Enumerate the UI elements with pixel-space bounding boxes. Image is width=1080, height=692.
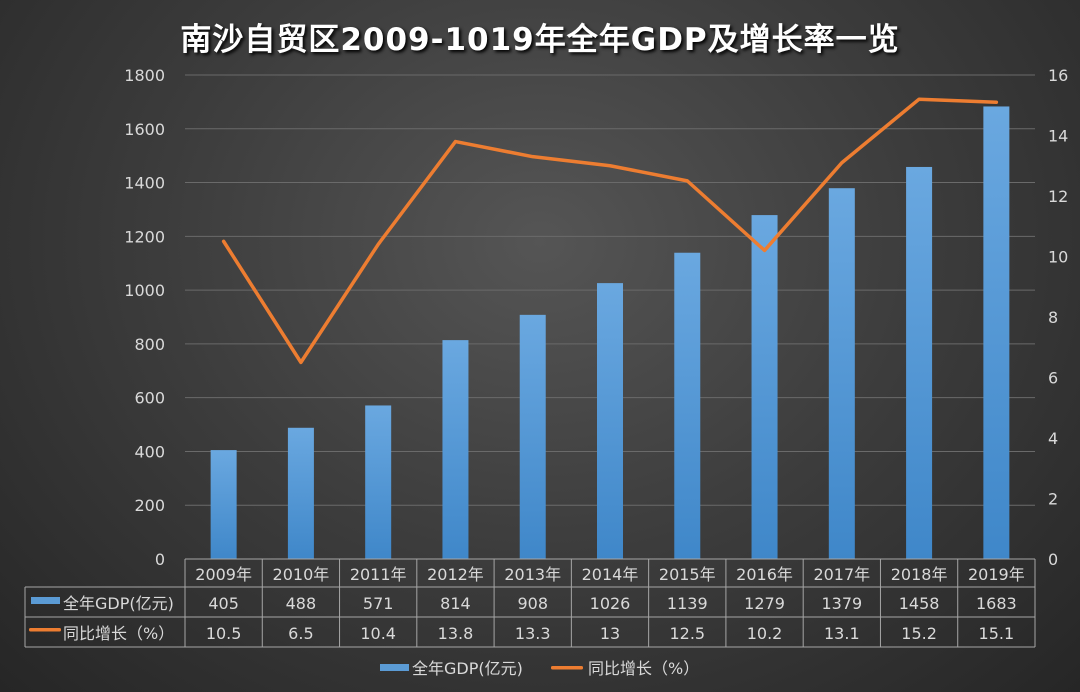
table-cell-gdp: 1139 <box>667 594 708 613</box>
table-row-label-gdp: 全年GDP(亿元) <box>63 594 174 613</box>
table-cell-growth: 13.8 <box>438 624 474 643</box>
table-legend-key-gdp <box>31 597 60 604</box>
x-axis-category-label: 2011年 <box>350 565 407 584</box>
table-cell-growth: 15.2 <box>901 624 937 643</box>
bar <box>983 106 1010 560</box>
left-axis-tick-label: 1800 <box>124 66 165 85</box>
bar <box>751 215 778 559</box>
table-legend-key-growth <box>29 628 61 632</box>
left-axis-tick-label: 400 <box>134 442 165 461</box>
left-axis-tick-label: 1600 <box>124 120 165 139</box>
bar <box>210 450 237 559</box>
legend-key-growth <box>551 666 583 670</box>
table-cell-gdp: 571 <box>363 594 394 613</box>
right-axis-tick-label: 12 <box>1048 187 1068 206</box>
table-cell-gdp: 1458 <box>899 594 940 613</box>
table-cell-growth: 12.5 <box>669 624 705 643</box>
bar <box>906 166 933 559</box>
right-axis-tick-label: 4 <box>1048 429 1058 448</box>
bar <box>442 340 469 559</box>
chart-title: 南沙自贸区2009-1019年全年GDP及增长率一览 <box>180 22 900 58</box>
legend-label-growth: 同比增长（%） <box>588 659 699 678</box>
right-axis-tick-label: 16 <box>1048 66 1068 85</box>
left-axis-tick-label: 200 <box>134 496 165 515</box>
x-axis-category-label: 2018年 <box>891 565 948 584</box>
table-cell-growth: 13 <box>600 624 620 643</box>
table-cell-growth: 10.5 <box>206 624 242 643</box>
table-cell-gdp: 1379 <box>821 594 862 613</box>
table-cell-growth: 13.3 <box>515 624 551 643</box>
bar <box>828 188 855 560</box>
right-axis-tick-label: 10 <box>1048 248 1068 267</box>
table-cell-gdp: 1279 <box>744 594 785 613</box>
x-axis-category-label: 2015年 <box>659 565 716 584</box>
table-cell-gdp: 405 <box>208 594 239 613</box>
right-axis-tick-label: 0 <box>1048 550 1058 569</box>
table-cell-growth: 10.2 <box>747 624 783 643</box>
table-cell-gdp: 1026 <box>590 594 631 613</box>
legend-key-gdp <box>380 664 409 671</box>
left-axis-tick-label: 800 <box>134 335 165 354</box>
left-axis-tick-label: 600 <box>134 389 165 408</box>
table-cell-gdp: 908 <box>517 594 548 613</box>
bar <box>287 427 314 559</box>
table-cell-gdp: 488 <box>286 594 317 613</box>
x-axis-category-label: 2010年 <box>273 565 330 584</box>
legend-label-gdp: 全年GDP(亿元) <box>412 659 523 678</box>
x-axis-category-label: 2009年 <box>195 565 252 584</box>
table-cell-gdp: 1683 <box>976 594 1017 613</box>
right-axis-tick-label: 14 <box>1048 127 1068 146</box>
left-axis-tick-label: 1200 <box>124 227 165 246</box>
x-axis-category-label: 2017年 <box>813 565 870 584</box>
bar <box>365 405 392 559</box>
right-axis-tick-label: 2 <box>1048 490 1058 509</box>
table-cell-growth: 13.1 <box>824 624 860 643</box>
bar <box>674 252 701 560</box>
x-axis-category-label: 2013年 <box>504 565 561 584</box>
bar <box>519 314 546 559</box>
right-axis-tick-label: 6 <box>1048 369 1058 388</box>
table-cell-growth: 10.4 <box>360 624 396 643</box>
table-row-label-growth: 同比增长（%） <box>63 624 174 643</box>
x-axis-category-label: 2014年 <box>582 565 639 584</box>
bar <box>597 283 623 559</box>
table-cell-growth: 6.5 <box>288 624 313 643</box>
left-axis-tick-label: 0 <box>155 550 165 569</box>
table-cell-growth: 15.1 <box>979 624 1015 643</box>
table-cell-gdp: 814 <box>440 594 471 613</box>
right-axis-tick-label: 8 <box>1048 308 1058 327</box>
left-axis-tick-label: 1000 <box>124 281 165 300</box>
x-axis-category-label: 2012年 <box>427 565 484 584</box>
left-axis-tick-label: 1400 <box>124 174 165 193</box>
x-axis-category-label: 2016年 <box>736 565 793 584</box>
x-axis-category-label: 2019年 <box>968 565 1025 584</box>
